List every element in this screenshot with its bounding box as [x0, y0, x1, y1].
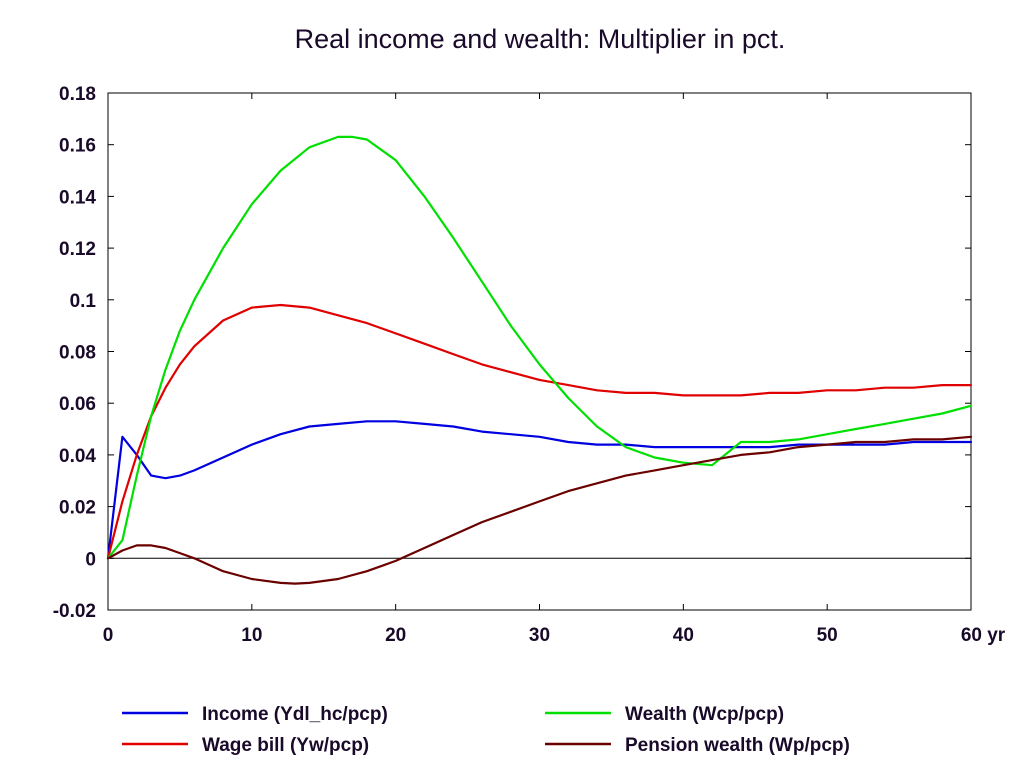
plot-frame — [107, 92, 972, 611]
x-tick-label: 20 — [385, 625, 406, 646]
x-tick-label: 50 — [817, 625, 838, 646]
y-tick-label: 0.12 — [59, 239, 96, 260]
x-tick-label: 10 — [241, 625, 262, 646]
y-tick-label: -0.02 — [53, 601, 96, 622]
legend-label-pension: Pension wealth (Wp/pcp) — [625, 735, 850, 756]
x-tick-label: 0 — [103, 625, 114, 646]
legend-label-wealth: Wealth (Wcp/pcp) — [625, 704, 784, 725]
y-tick-label: 0.02 — [59, 498, 96, 519]
x-tick-label: 60 yr — [961, 625, 1006, 646]
chart-title: Real income and wealth: Multiplier in pc… — [295, 24, 786, 54]
y-tick-label: 0.16 — [59, 136, 96, 157]
y-tick-label: 0.06 — [59, 394, 96, 415]
y-tick-label: 0 — [85, 549, 96, 570]
series-line-wage — [106, 303, 973, 560]
series-line-pension — [106, 435, 973, 585]
y-tick-label: 0.1 — [70, 291, 97, 312]
y-tick-label: 0.14 — [59, 187, 96, 208]
legend-label-income: Income (Ydl_hc/pcp) — [202, 704, 388, 725]
legend-label-wage: Wage bill (Yw/pcp) — [202, 735, 369, 756]
y-tick-label: 0.04 — [59, 446, 96, 467]
y-tick-label: 0.18 — [59, 84, 96, 105]
x-tick-label: 40 — [673, 625, 694, 646]
x-tick-label: 30 — [529, 625, 550, 646]
series-line-income — [106, 420, 973, 560]
series-line-wealth — [106, 135, 973, 560]
y-tick-label: 0.08 — [59, 343, 96, 364]
